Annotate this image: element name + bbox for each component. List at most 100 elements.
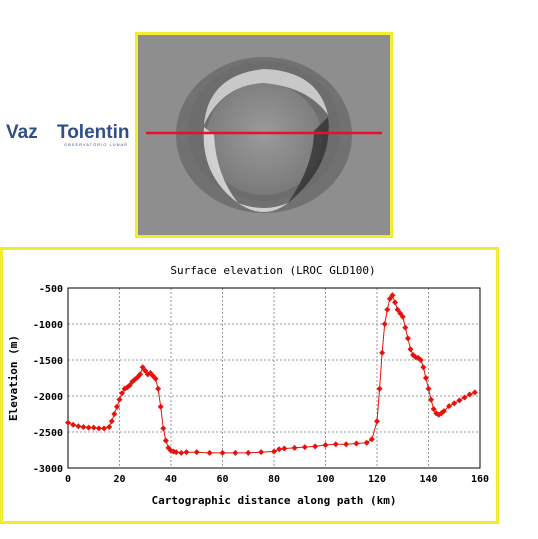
elevation-series-markers	[65, 292, 478, 456]
data-point-marker	[121, 385, 128, 392]
chart-title: Surface elevation (LROC GLD100)	[170, 264, 375, 277]
data-point-marker	[428, 396, 435, 403]
x-axis-label: Cartographic distance along path (km)	[151, 494, 396, 507]
data-point-marker	[206, 449, 213, 456]
data-point-marker	[471, 389, 478, 396]
data-point-marker	[281, 445, 288, 452]
data-point-marker	[381, 321, 388, 327]
elevation-chart: Surface elevation (LROC GLD100) 0 20 40 60 8…	[7, 264, 489, 507]
data-point-marker	[80, 423, 87, 430]
x-tick-label: 140	[419, 474, 437, 485]
data-point-marker	[332, 441, 339, 448]
data-point-marker	[322, 441, 329, 448]
data-point-marker	[157, 403, 164, 410]
data-point-marker	[75, 423, 82, 430]
data-point-marker	[178, 449, 185, 456]
x-tick-label: 40	[165, 474, 177, 485]
chart-grid	[67, 287, 481, 469]
data-point-marker	[155, 385, 162, 392]
data-point-marker	[101, 425, 108, 432]
data-point-marker	[386, 295, 393, 302]
data-point-marker	[232, 449, 239, 456]
data-point-marker	[245, 449, 252, 456]
y-tick-label: -2000	[33, 392, 63, 403]
data-point-marker	[65, 419, 71, 426]
y-tick-label: -1000	[33, 320, 63, 331]
data-point-marker	[291, 444, 298, 451]
data-point-marker	[301, 444, 308, 451]
crater-photo	[138, 35, 390, 235]
x-tick-label: 160	[471, 474, 489, 485]
data-point-marker	[193, 449, 200, 456]
y-tick-label: -2500	[33, 428, 63, 439]
elevation-series-line	[67, 294, 476, 454]
logo-name-part2: Tolentino	[57, 122, 130, 143]
data-point-marker	[312, 443, 319, 450]
crater-west-wall	[203, 127, 238, 203]
data-point-marker	[420, 364, 427, 371]
data-point-marker	[430, 405, 437, 412]
data-point-marker	[173, 449, 180, 456]
crater-bright-wall	[204, 69, 328, 125]
data-point-marker	[402, 324, 409, 331]
data-point-marker	[111, 411, 118, 417]
y-tick-label: -500	[39, 284, 63, 295]
x-tick-label: 80	[268, 474, 280, 485]
data-point-marker	[389, 292, 396, 299]
data-point-marker	[160, 425, 167, 432]
data-point-marker	[461, 394, 468, 401]
data-point-marker	[466, 391, 473, 398]
x-tick-label: 60	[216, 474, 228, 485]
x-tick-label: 120	[368, 474, 386, 485]
data-point-marker	[219, 449, 226, 456]
data-point-marker	[353, 440, 360, 447]
data-point-marker	[85, 424, 92, 431]
data-point-marker	[258, 449, 265, 456]
x-tick-label: 0	[65, 474, 71, 485]
data-point-marker	[368, 436, 375, 443]
axis-ticks: 0 20 40 60 80 100 120 140 160 -500 -1000 -1500 -2000…	[33, 284, 489, 485]
data-point-marker	[407, 346, 414, 353]
data-point-marker	[144, 371, 151, 378]
crater-south-rim	[238, 203, 288, 212]
data-point-marker	[376, 385, 383, 392]
x-tick-label: 100	[316, 474, 334, 485]
data-point-marker	[417, 357, 424, 363]
crater-photo-frame	[135, 32, 393, 238]
y-tick-label: -1500	[33, 356, 63, 367]
data-point-marker	[397, 310, 404, 317]
data-point-marker	[137, 371, 144, 378]
data-point-marker	[422, 375, 429, 381]
data-point-marker	[343, 441, 350, 448]
y-axis-label: Elevation (m)	[7, 335, 20, 421]
data-point-marker	[90, 424, 97, 431]
data-point-marker	[399, 313, 406, 320]
elevation-chart-frame: Surface elevation (LROC GLD100) 0 20 40 60 8…	[0, 247, 499, 524]
data-point-marker	[363, 439, 370, 446]
data-point-marker	[142, 367, 149, 374]
data-point-marker	[392, 299, 399, 306]
crater-east-shadow	[288, 117, 329, 203]
data-point-marker	[446, 403, 453, 410]
data-point-marker	[162, 437, 169, 444]
data-point-marker	[276, 446, 283, 453]
observatory-logo: Vaz Tolentino OBSERVATÓRIO LUNAR	[6, 104, 141, 156]
x-tick-label: 20	[113, 474, 125, 485]
data-point-marker	[108, 418, 115, 425]
data-point-marker	[451, 400, 458, 407]
data-point-marker	[113, 403, 120, 410]
crater-floor	[206, 83, 322, 195]
data-point-marker	[404, 335, 411, 342]
data-point-marker	[152, 375, 159, 382]
data-point-marker	[384, 306, 391, 313]
plot-area-border	[67, 287, 481, 469]
y-tick-label: -3000	[33, 464, 63, 475]
data-point-marker	[374, 418, 380, 425]
data-point-marker	[139, 364, 146, 371]
data-point-marker	[183, 449, 190, 456]
data-point-marker	[394, 306, 401, 313]
data-point-marker	[271, 448, 277, 455]
data-point-marker	[119, 390, 126, 397]
logo-tagline: OBSERVATÓRIO LUNAR	[64, 142, 128, 147]
data-point-marker	[95, 425, 102, 432]
